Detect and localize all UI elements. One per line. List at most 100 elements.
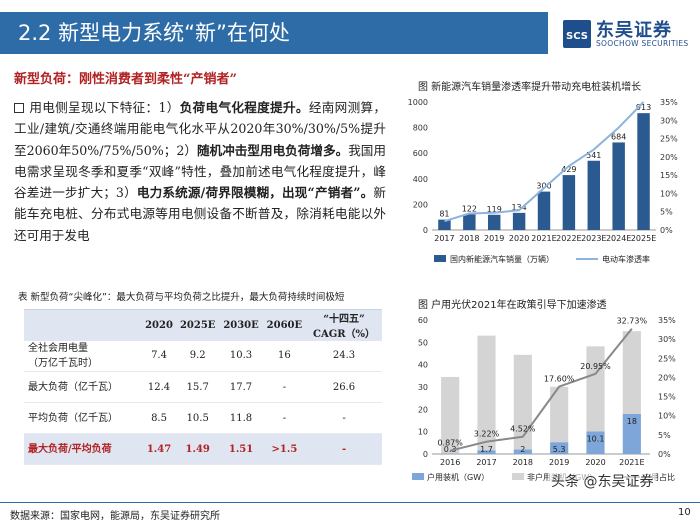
legend-swatch-non-residential	[512, 473, 524, 480]
share-line	[449, 328, 633, 452]
p1-bold: 负荷电气化程度提升。	[179, 100, 309, 115]
table-cell: -	[262, 371, 307, 403]
bar-residential	[441, 453, 460, 454]
bar-data-label: 429	[561, 165, 576, 174]
ev-sales-chart: 0 200 400 600 800 1000 0% 5% 10% 15% 20% 25% 30% 35% 8…	[408, 98, 679, 264]
table-cell: 15.7	[176, 371, 220, 403]
table-header-cagr-line2: CAGR（%）	[312, 329, 376, 341]
penetration-line	[444, 101, 645, 223]
y-tick-label: 10	[418, 428, 428, 437]
bar	[488, 214, 501, 230]
y-tick-label: 800	[413, 124, 428, 133]
table-cell: 16	[262, 340, 307, 372]
bar	[612, 142, 625, 230]
bar-non-residential	[550, 386, 569, 443]
y-tick-label: 30	[418, 383, 428, 392]
bar	[587, 160, 600, 230]
bar-non-residential	[586, 346, 605, 432]
y2-tick-label: 30%	[658, 335, 676, 344]
p3-normal: 我国用电需求呈现冬季和夏季“双峰”特性，叠加前述电气化程度提升，峰谷差进一步扩大…	[14, 142, 387, 201]
bar-data-label: 913	[636, 103, 651, 112]
x-tick-label: 2024E	[606, 234, 631, 243]
y2-tick-label: 0%	[660, 226, 673, 235]
legend-swatch-bar	[434, 255, 446, 262]
x-tick-label: 2018	[513, 458, 533, 467]
table-cell: 1.47	[142, 433, 177, 465]
y2-tick-label: 10%	[660, 189, 678, 198]
y2-tick-label: 5%	[660, 208, 673, 217]
legend-label: 户用占比	[643, 472, 675, 482]
p2-normal: 经南网测算，工业/建筑/交通终端用能电气化水平从2020年30%/30%/5%提…	[14, 100, 387, 158]
left-column: 新型负荷：刚性消费者到柔性“产销者” 用电侧呈现以下特征：1）负荷电气化程度提升…	[14, 70, 386, 246]
logo-mark-text: SCS	[566, 31, 588, 42]
bar	[463, 214, 476, 230]
table-cell: 11.8	[219, 402, 263, 434]
table-cell: 1.49	[176, 433, 220, 465]
x-tick-label: 2025E	[631, 234, 656, 243]
y2-tick-label: 20%	[658, 373, 676, 382]
bar-residential	[622, 413, 641, 454]
square-bullet-icon	[14, 103, 24, 113]
x-tick-label: 2020	[585, 458, 605, 467]
table-row: 平均负荷（亿千瓦） 8.5 10.5 11.8 - -	[24, 402, 382, 434]
bar-non-residential	[622, 331, 641, 414]
table-cell: 8.5	[142, 402, 177, 434]
y-tick-label: 400	[413, 175, 428, 184]
x-tick-label: 2017	[434, 234, 454, 243]
line-data-label: 17.60%	[544, 375, 575, 384]
logo-name-en: SOOCHOW SECURITIES	[596, 39, 689, 48]
y-tick-label: 600	[413, 149, 428, 158]
y-tick-label: 200	[413, 200, 428, 209]
y2-tick-label: 20%	[660, 153, 678, 162]
y-tick-label: 0	[423, 450, 428, 459]
bar-residential	[477, 450, 496, 454]
legend-swatch-residential	[412, 473, 424, 480]
bar-data-label: 122	[462, 204, 477, 213]
table-cell: 10.5	[176, 402, 220, 434]
y2-tick-label: 35%	[660, 98, 678, 107]
table-cell: 9.2	[176, 340, 220, 372]
table-cell: -	[306, 402, 382, 434]
table-header-empty	[24, 309, 142, 341]
x-tick-label: 2019	[484, 234, 504, 243]
x-tick-label: 2020	[509, 234, 529, 243]
y2-tick-label: 10%	[658, 412, 676, 421]
table-cell: 1.51	[219, 433, 263, 465]
bar	[438, 219, 451, 230]
bar-residential	[586, 431, 605, 454]
bar-data-label: 1.7	[480, 445, 493, 454]
x-tick-label: 2019	[549, 458, 569, 467]
p1-normal: 用电侧呈现以下特征：1）	[29, 100, 180, 115]
y2-tick-label: 15%	[660, 171, 678, 180]
table-row: 最大负荷（亿千瓦） 12.4 15.7 17.7 - 26.6	[24, 371, 382, 403]
load-table: 2020 2025E 2030E 2060E “十四五” CAGR（%） 全社会用…	[24, 309, 382, 465]
line-data-label: 3.22%	[474, 430, 500, 439]
table-header-row: 2020 2025E 2030E 2060E “十四五” CAGR（%）	[24, 309, 382, 341]
table-header-cagr-line1: “十四五”	[323, 314, 365, 326]
title-bar: 2.2 新型电力系统“新”在何处	[0, 12, 548, 54]
bar-residential	[513, 449, 532, 454]
table-cell: -	[306, 433, 382, 465]
x-tick-label: 2017	[476, 458, 496, 467]
bar-non-residential	[441, 376, 460, 454]
bar	[512, 212, 526, 230]
bar-data-label: 300	[536, 182, 551, 191]
table-row: 最大负荷/平均负荷 1.47 1.49 1.51 >1.5 -	[24, 433, 382, 465]
legend-label: 电动车渗透率	[602, 254, 650, 264]
legend-label: 国内新能源汽车销量（万辆）	[450, 254, 554, 264]
y-tick-label: 1000	[408, 98, 428, 107]
table-row-label: 最大负荷/平均负荷	[24, 433, 142, 465]
bar	[637, 113, 650, 230]
y2-tick-label: 30%	[660, 116, 678, 125]
x-tick-label: 2022E	[556, 234, 581, 243]
chart1-title: 图 新能源汽车销量渗透率提升带动充电桩装机增长	[418, 82, 642, 93]
line-data-label: 20.95%	[580, 362, 611, 371]
y2-tick-label: 5%	[658, 431, 671, 440]
watermark: 头条 @东吴证券	[548, 470, 657, 492]
section-subhead: 新型负荷：刚性消费者到柔性“产销者”	[14, 72, 237, 87]
line-data-label: 32.73%	[617, 317, 648, 326]
table-row-label: 平均负荷（亿千瓦）	[24, 402, 142, 434]
legend-label: 户用装机（GW）	[427, 472, 489, 482]
table-title: 表 新型负荷“尖峰化”：最大负荷与平均负荷之比提升，最大负荷持续时间极短	[18, 292, 345, 303]
bar-data-label: 134	[511, 203, 526, 212]
